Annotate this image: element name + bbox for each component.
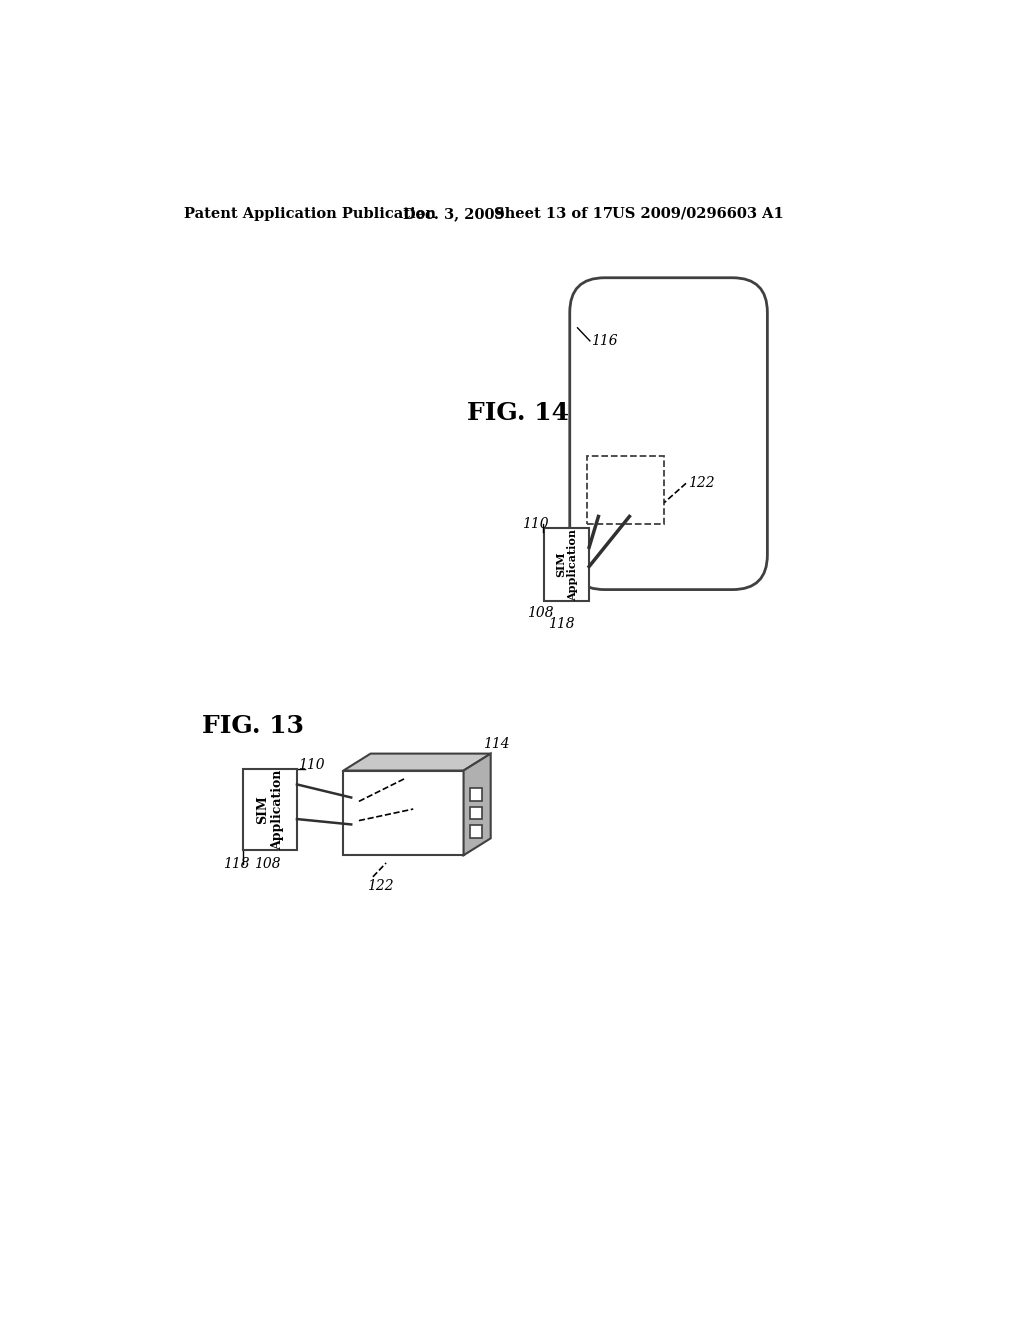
Bar <box>544 528 589 601</box>
Polygon shape <box>464 754 490 855</box>
Text: 114: 114 <box>483 738 510 751</box>
Polygon shape <box>343 754 490 771</box>
Text: FIG. 14: FIG. 14 <box>467 400 569 425</box>
Text: US 2009/0296603 A1: US 2009/0296603 A1 <box>612 207 784 220</box>
Text: Dec. 3, 2009: Dec. 3, 2009 <box>403 207 505 220</box>
Bar <box>343 771 464 855</box>
Text: FIG. 13: FIG. 13 <box>202 714 304 738</box>
Text: 118: 118 <box>223 857 250 871</box>
Bar <box>470 807 482 818</box>
Text: SIM
Application: SIM Application <box>555 528 579 601</box>
Bar <box>243 770 297 850</box>
Text: 116: 116 <box>592 334 618 348</box>
Text: 108: 108 <box>527 606 554 619</box>
Bar <box>587 457 665 524</box>
Text: Sheet 13 of 17: Sheet 13 of 17 <box>494 207 612 220</box>
Text: 108: 108 <box>254 857 281 871</box>
Text: Patent Application Publication: Patent Application Publication <box>183 207 436 220</box>
Text: 122: 122 <box>687 477 714 490</box>
Text: 110: 110 <box>299 758 326 772</box>
Text: SIM
Application: SIM Application <box>256 770 284 850</box>
Bar <box>470 788 482 800</box>
Bar <box>470 825 482 838</box>
Text: 122: 122 <box>367 879 393 894</box>
FancyBboxPatch shape <box>569 277 767 590</box>
Text: 118: 118 <box>548 618 574 631</box>
Text: 110: 110 <box>522 517 549 531</box>
